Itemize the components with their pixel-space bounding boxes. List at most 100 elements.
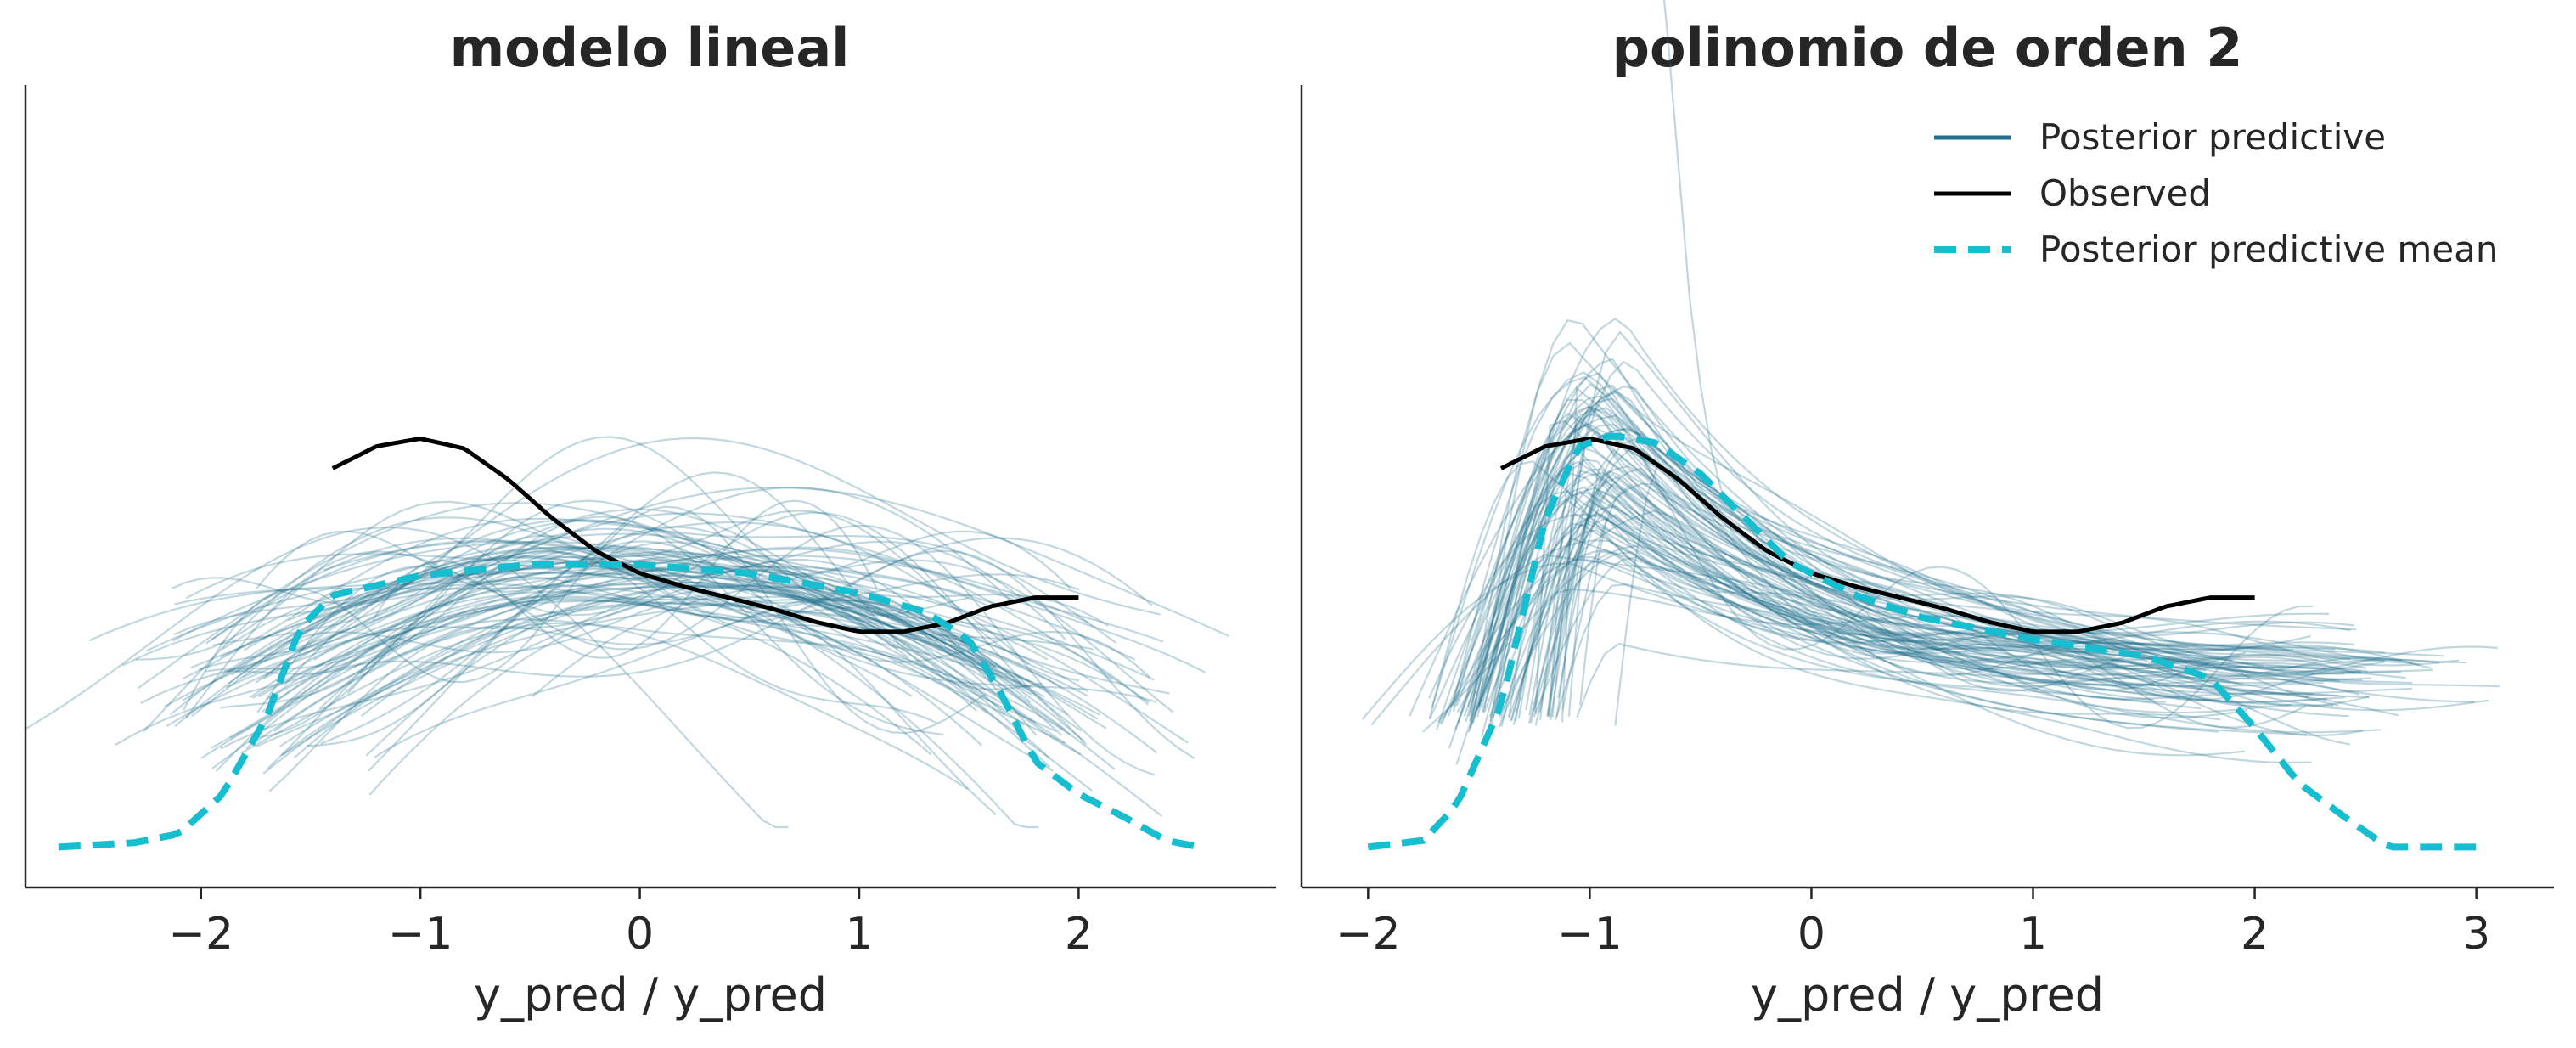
posterior-predictive-draw — [297, 486, 1230, 654]
posterior-predictive-draw — [255, 555, 1006, 716]
posterior-predictive-draw — [249, 590, 932, 756]
plot-area — [25, 436, 1230, 851]
posterior-predictive-draw — [256, 524, 1156, 776]
posterior-predictive-draw — [1467, 491, 2350, 733]
posterior-predictive-draw — [1551, 428, 2219, 733]
posterior-predictive-draw — [215, 584, 1094, 773]
posterior-predictive-draw — [1439, 557, 2498, 724]
posterior-predictive-draw — [368, 584, 970, 796]
posterior-predictive-draw — [290, 561, 1116, 770]
posterior-predictive-draw — [1599, 504, 2102, 677]
posterior-predictive-draw — [211, 537, 1071, 736]
legend: Posterior predictive Observed Posterior … — [1934, 116, 2499, 270]
x-axis-label: y_pred / y_pred — [474, 968, 827, 1022]
posterior-predictive-draw — [25, 526, 789, 829]
posterior-predictive-draw — [1471, 459, 2221, 724]
posterior-predictive-draw — [240, 622, 969, 791]
posterior-predictive-draw — [532, 586, 1088, 746]
posterior-predictive-draw — [198, 549, 977, 712]
posterior-predictive-draw — [359, 585, 1051, 759]
posterior-predictive-draw — [1469, 412, 2311, 730]
x-tick-label: 2 — [1065, 909, 1093, 960]
posterior-predictive-draw — [1447, 405, 2500, 717]
posterior-predictive-draw — [320, 541, 1109, 745]
posterior-predictive-draw — [211, 545, 1057, 769]
x-tick-label: 1 — [845, 909, 873, 960]
posterior-predictive-draw — [1428, 514, 2157, 699]
posterior-predictive-draw — [268, 597, 1082, 792]
posterior-predictive-draw — [1498, 550, 2381, 734]
posterior-predictive-draw — [1528, 360, 2336, 716]
posterior-predictive-draw — [121, 567, 1066, 744]
posterior-predictive-draw — [276, 600, 1158, 754]
posterior-predictive-draw — [1476, 513, 2220, 711]
posterior-predictive-draw — [1370, 539, 2264, 726]
posterior-predictive-draw — [287, 566, 1086, 743]
posterior-predictive-draw — [225, 512, 1164, 689]
posterior-predictive-draw — [229, 618, 1093, 792]
posterior-predictive-draw — [1567, 490, 2346, 717]
posterior-predictive-draw — [1538, 437, 2349, 718]
posterior-predictive-draw — [293, 602, 1062, 759]
posterior-predictive-draw — [172, 436, 970, 617]
posterior-predictive-draw — [1492, 413, 2208, 719]
posterior-predictive-draw — [242, 583, 1055, 772]
posterior-predictive-draw — [1554, 583, 2402, 721]
x-ticks: −2 −1 0 1 2 — [168, 887, 1093, 960]
posterior-predictive-draw — [1555, 448, 2401, 717]
posterior-predictive-draw — [1422, 544, 2347, 733]
posterior-predictive-draw — [1508, 498, 2370, 718]
posterior-predictive-draw — [365, 581, 1032, 757]
posterior-predictive-draw — [1452, 490, 2312, 764]
posterior-predictive-draw — [1614, 465, 2248, 726]
posterior-predictive-draw — [1546, 473, 2326, 716]
posterior-predictive-draw — [220, 499, 1071, 709]
x-ticks: −2 −1 0 1 2 3 — [1336, 887, 2490, 960]
posterior-predictive-draw — [1457, 460, 2361, 724]
posterior-predictive-draw — [1530, 470, 2309, 724]
panel-modelo-lineal: modelo lineal −2 −1 0 1 2 y_pred / y_pred — [24, 17, 1276, 1022]
posterior-predictive-draw — [245, 566, 1136, 749]
plot-area — [1361, 0, 2500, 851]
posterior-predictive-draw — [183, 505, 987, 735]
posterior-predictive-draw — [146, 532, 1045, 698]
posterior-predictive-draw — [1437, 510, 2368, 723]
posterior-predictive-draw — [1480, 397, 2355, 708]
posterior-predictive-draw — [1470, 358, 2180, 721]
posterior-predictive-draw — [1576, 642, 2412, 718]
posterior-predictive-draw — [267, 576, 997, 769]
posterior-predictive-draw — [1490, 554, 2330, 726]
legend-label-observed: Observed — [2039, 172, 2211, 214]
posterior-predictive-draw — [1574, 513, 2362, 676]
posterior-predictive-draw — [228, 547, 997, 685]
posterior-predictive-draw — [251, 555, 1113, 699]
posterior-predictive-mean-line — [1367, 432, 2477, 851]
posterior-predictive-draw — [1517, 486, 2308, 736]
posterior-predictive-draw — [190, 583, 1163, 817]
posterior-predictive-draw — [1456, 549, 2202, 713]
posterior-predictive-draw — [1533, 550, 2340, 712]
x-tick-label: 0 — [1797, 909, 1825, 960]
posterior-predictive-draw — [223, 516, 944, 736]
posterior-predictive-draw — [185, 511, 1083, 732]
posterior-predictive-draw — [1468, 371, 2119, 717]
posterior-predictive-draw — [170, 546, 899, 716]
x-tick-label: 3 — [2462, 909, 2490, 960]
posterior-predictive-draw — [360, 595, 983, 747]
posterior-predictive-draw — [1557, 482, 2360, 699]
posterior-predictive-draw — [191, 556, 913, 718]
posterior-predictive-draw — [1533, 556, 2294, 718]
posterior-predictive-draw — [205, 551, 937, 724]
x-tick-label: −2 — [168, 909, 233, 960]
posterior-predictive-draw — [1578, 490, 2475, 703]
posterior-predictive-draw — [213, 527, 1150, 706]
posterior-predictive-draw — [173, 508, 1031, 683]
panel-polinomio-de-orden-2: polinomio de orden 2 −2 −1 0 1 2 3 y_pred / y… — [1300, 0, 2554, 1022]
posterior-predictive-draw — [1549, 414, 2385, 717]
posterior-predictive-draw — [1448, 407, 2307, 749]
posterior-predictive-draw — [1561, 483, 2371, 710]
x-tick-label: 1 — [2019, 909, 2047, 960]
legend-label-posterior-predictive: Posterior predictive — [2039, 116, 2386, 158]
posterior-predictive-draw — [1469, 521, 2251, 728]
